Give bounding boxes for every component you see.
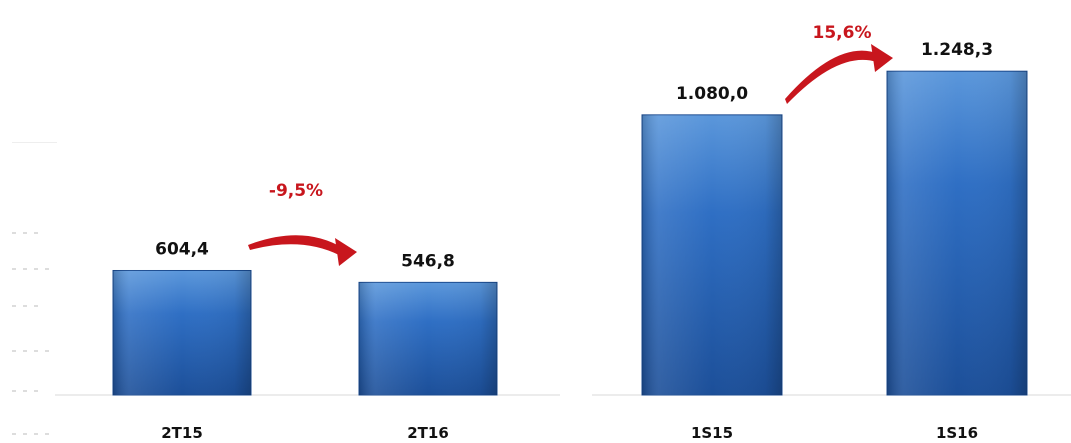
change-percent-label: -9,5% — [269, 181, 323, 201]
decor-dot — [12, 305, 16, 307]
decor-dot — [23, 268, 27, 270]
category-label: 1S16 — [936, 424, 978, 439]
change-percent-label: 15,6% — [813, 23, 872, 43]
bar-shading — [887, 71, 1027, 395]
decor-line — [12, 142, 57, 143]
bar-shading — [642, 114, 782, 396]
decor-dot — [23, 390, 27, 392]
bar-value-label: 1.080,0 — [676, 84, 748, 104]
category-label: 1S15 — [691, 424, 733, 439]
bar-value-label: 546,8 — [401, 251, 455, 271]
decor-dot — [23, 232, 27, 234]
category-label: 2T15 — [161, 424, 203, 439]
decor-dot — [12, 232, 16, 234]
chart-panel-quarterly: 604,4 2T15 546,8 2T16 -9,5% — [55, 181, 560, 442]
category-label: 2T16 — [407, 424, 449, 439]
change-arrow-shaft — [785, 50, 879, 104]
chart-panel-semester: 1.080,0 1S15 1.248,3 1S16 15,6% — [592, 23, 1071, 442]
decor-dot — [12, 433, 16, 435]
decor-dot — [45, 350, 49, 352]
decor-dot — [12, 390, 16, 392]
decor-dot — [34, 350, 38, 352]
decor-dot — [34, 390, 38, 392]
decor-dot — [34, 232, 38, 234]
decor-dot — [12, 350, 16, 352]
bar-value-label: 1.248,3 — [921, 40, 993, 60]
decor-dot — [34, 305, 38, 307]
decor-dot — [12, 268, 16, 270]
bar-shading — [359, 282, 497, 395]
decor-dot — [23, 350, 27, 352]
bar-shading — [113, 270, 251, 395]
decor-dot — [34, 433, 38, 435]
decor-dot — [23, 305, 27, 307]
bar-value-label: 604,4 — [155, 239, 209, 259]
change-arrow-shaft — [248, 235, 343, 256]
change-arrow-head — [335, 238, 357, 266]
change-arrow-head — [871, 44, 893, 72]
decor-dot — [34, 268, 38, 270]
decor-dot — [45, 268, 49, 270]
decor-dot — [45, 433, 49, 435]
decor-dot — [23, 433, 27, 435]
